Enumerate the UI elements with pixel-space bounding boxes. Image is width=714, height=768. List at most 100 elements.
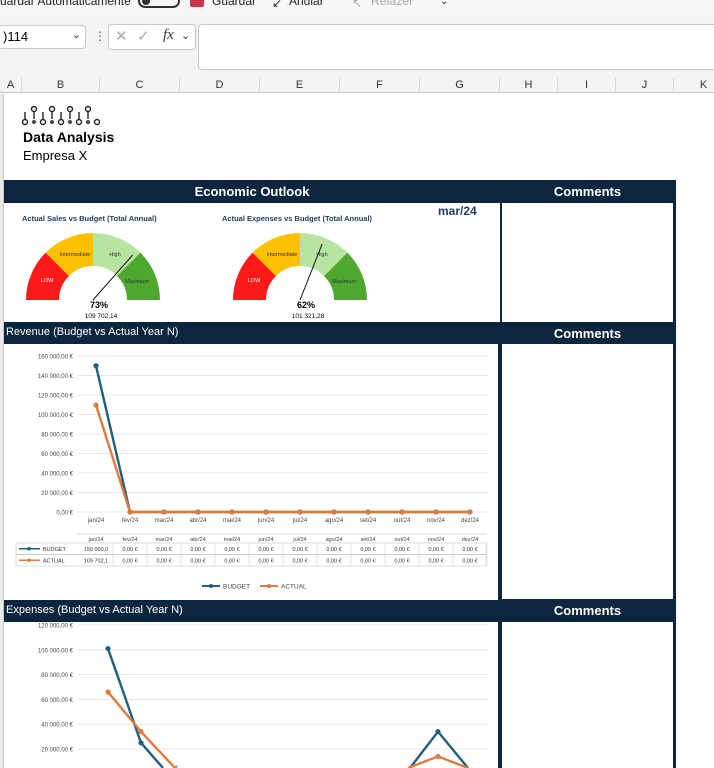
table-cell: 0,00 €	[360, 559, 375, 565]
table-header-cell: mar/24	[155, 537, 172, 543]
save-button[interactable]: Guardar	[212, 0, 257, 8]
x-tick-label: dez/24	[461, 518, 480, 524]
expenses-section-title: Expenses (Budget vs Actual Year N)	[6, 604, 183, 616]
table-header-cell: dez/24	[462, 537, 479, 543]
x-tick-label: nov/24	[427, 518, 446, 524]
table-row-label: ACTUAL	[43, 559, 65, 565]
series-line-actual	[437, 755, 469, 768]
name-box[interactable]: )114 ⌄	[0, 25, 86, 49]
y-tick-label: 100 000,00 €	[38, 648, 74, 654]
table-header-cell: nov/24	[428, 537, 445, 543]
data-point	[467, 509, 473, 515]
more-options-icon[interactable]: ⋮	[94, 29, 106, 43]
column-header-i[interactable]: I	[558, 78, 616, 93]
gauge-band	[45, 233, 93, 276]
table-cell: 0,00 €	[190, 547, 205, 553]
table-header-cell: jan/24	[88, 537, 104, 543]
gauge-band-label: Intermediate	[267, 252, 298, 258]
column-header-b[interactable]: B	[22, 78, 100, 93]
column-headers: A B C D E F G H I J K	[0, 78, 714, 93]
y-tick-label: 120 000,00 €	[38, 624, 74, 630]
x-tick-label: out/24	[394, 518, 411, 524]
table-cell: 0,00 €	[258, 559, 273, 565]
table-cell: 0,00 €	[360, 547, 375, 553]
table-row-label: BUDGET	[43, 547, 67, 553]
undo-icon[interactable]: ↙	[272, 0, 283, 10]
data-point	[93, 402, 99, 408]
gauge-percent-label: 73%	[90, 300, 108, 310]
formula-input[interactable]	[198, 24, 714, 70]
economic-outlook-title: Economic Outlook	[194, 184, 310, 199]
chevron-down-icon[interactable]: ⌄	[181, 30, 191, 42]
sales-gauge: LOW Intermediate High Maximum 73% 109 702,14	[26, 233, 161, 320]
comments-box[interactable]	[502, 344, 673, 599]
column-header-c[interactable]: C	[100, 78, 180, 93]
redo-button[interactable]: Refazer	[371, 0, 414, 8]
gauge-band	[300, 233, 348, 276]
gauge-band	[252, 233, 300, 276]
chevron-down-icon[interactable]: ⌄	[71, 29, 81, 41]
table-cell: 0,00 €	[428, 559, 443, 565]
column-header-h[interactable]: H	[500, 78, 558, 93]
column-header-k[interactable]: K	[674, 78, 714, 93]
x-tick-label: fev/24	[122, 518, 139, 524]
table-cell: 0,00 €	[122, 559, 137, 565]
series-line-actual	[140, 730, 176, 768]
gauge-band-label: Intermediate	[60, 252, 91, 258]
save-icon[interactable]	[190, 0, 204, 7]
gauge-band	[93, 233, 141, 276]
table-cell: 0,00 €	[428, 547, 443, 553]
redo-icon[interactable]: ↖	[352, 0, 363, 10]
column-header-f[interactable]: F	[340, 78, 420, 93]
y-tick-label: 140 000,00 €	[38, 374, 74, 380]
quick-access-toolbar: uardar Automaticamente Guardar ↙ Anular …	[0, 0, 714, 16]
data-point	[331, 509, 337, 515]
table-cell: 0,00 €	[122, 547, 137, 553]
column-header-d[interactable]: D	[180, 78, 260, 93]
gauge-base	[27, 300, 161, 320]
series-line-actual	[407, 755, 439, 768]
table-header-cell: fev/24	[123, 537, 138, 543]
chevron-down-icon[interactable]: ⌄	[440, 0, 449, 7]
x-tick-label: abr/24	[189, 518, 207, 524]
gauge-percent-label: 62%	[297, 300, 315, 310]
comments-header: Comments	[553, 603, 622, 618]
expenses-gauge: LOW Intermediate High Maximum 62% 101 321,28	[233, 233, 368, 320]
table-header-cell: set/24	[361, 537, 376, 543]
page-title: Data Analysis	[23, 129, 115, 145]
cancel-icon[interactable]: ✕	[115, 28, 128, 45]
table-cell: 0,00 €	[156, 547, 171, 553]
gauge-value-label: 101 321,28	[292, 313, 325, 320]
expenses-chart: 120 000,00 € 100 000,00 € 80 000,00 € 60 00…	[38, 624, 488, 768]
table-cell: 0,00 €	[156, 559, 171, 565]
column-header-j[interactable]: J	[616, 78, 674, 93]
insert-function-button[interactable]: fx	[163, 27, 174, 43]
comments-header: Comments	[553, 184, 622, 199]
gauge-band-label: Maximum	[332, 279, 356, 285]
x-tick-label: jul/24	[292, 518, 308, 524]
confirm-icon[interactable]: ✓	[137, 28, 150, 45]
data-point	[229, 509, 235, 515]
gauge-band-label: High	[316, 252, 327, 258]
toggle-knob	[142, 0, 150, 5]
table-cell: 0,00 €	[258, 547, 273, 553]
name-box-value: )114	[3, 29, 29, 44]
period-label: mar/24	[438, 204, 477, 218]
column-header-a[interactable]: A	[0, 78, 22, 93]
table-cell: 0,00 €	[462, 547, 477, 553]
table-cell: 0,00 €	[292, 547, 307, 553]
column-header-e[interactable]: E	[260, 78, 340, 93]
gauge-sales-title: Actual Sales vs Budget (Total Annual)	[22, 214, 157, 223]
comments-box[interactable]	[502, 622, 673, 768]
data-point	[263, 509, 269, 515]
autosave-toggle[interactable]	[138, 0, 180, 8]
column-header-g[interactable]: G	[420, 78, 500, 93]
gauge-band	[117, 252, 160, 300]
comments-box[interactable]	[502, 203, 673, 322]
table-cell: 0,00 €	[462, 559, 477, 565]
data-point	[297, 509, 303, 515]
series-line-budget	[106, 648, 143, 744]
y-tick-label: 100 000,00 €	[38, 413, 74, 419]
y-tick-label: 40 000,00 €	[41, 723, 73, 729]
undo-button[interactable]: Anular	[289, 0, 324, 8]
